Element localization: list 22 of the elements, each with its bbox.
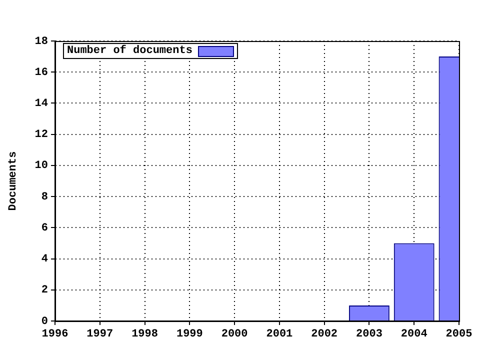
x-tick-label: 1999: [176, 328, 203, 340]
x-tick-label: 1996: [42, 328, 68, 340]
x-tick-label: 1998: [132, 328, 158, 340]
legend-label: Number of documents: [67, 45, 192, 57]
y-tick-label: 2: [41, 284, 48, 297]
y-axis-title: Documents: [7, 151, 20, 211]
y-tick-label: 4: [41, 254, 48, 266]
y-tick-label: 18: [34, 36, 48, 48]
y-tick-label: 14: [34, 98, 48, 110]
x-tick-label: 2000: [221, 328, 248, 340]
y-tick-label: 10: [34, 160, 48, 172]
y-tick-label: 0: [41, 316, 48, 328]
y-tick-label: 6: [41, 222, 48, 234]
x-tick-label: 2002: [311, 328, 338, 340]
x-tick-label: 2001: [266, 328, 294, 340]
y-tick-label: 8: [41, 191, 48, 204]
x-tick-label: 2003: [356, 328, 383, 340]
y-tick-label: 12: [34, 129, 48, 142]
x-tick-label: 1997: [86, 328, 114, 340]
x-tick-label: 2005: [446, 328, 473, 340]
y-tick-label: 16: [34, 66, 48, 79]
x-tick-label: 2004: [400, 328, 428, 340]
